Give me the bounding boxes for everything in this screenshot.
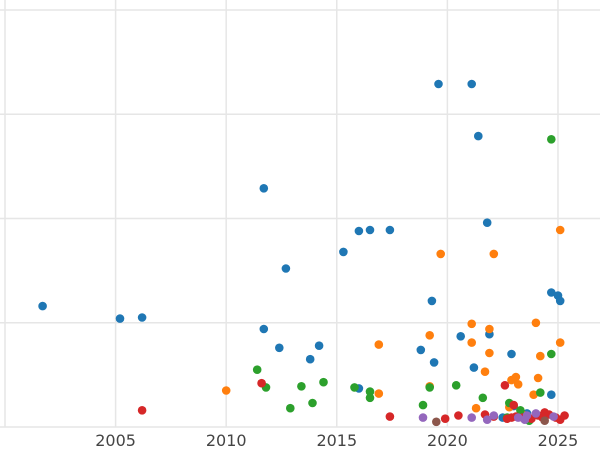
- data-point-orange: [467, 338, 477, 347]
- data-point-orange: [436, 249, 446, 259]
- data-point-blue: [354, 226, 364, 236]
- data-point-blue: [416, 345, 426, 355]
- data-point-orange: [513, 380, 523, 389]
- data-point-green: [547, 135, 556, 144]
- x-tick-label-2015: 2015: [316, 431, 357, 450]
- data-point-green: [252, 365, 262, 375]
- data-point-purple: [549, 412, 558, 421]
- x-tick-label-2010: 2010: [206, 431, 247, 450]
- data-point-orange: [531, 318, 541, 328]
- data-point-brown: [432, 417, 441, 427]
- data-point-green: [308, 398, 317, 408]
- data-point-green: [547, 349, 556, 359]
- data-point-purple: [482, 415, 492, 425]
- data-point-orange: [529, 390, 538, 400]
- data-point-green: [451, 381, 461, 390]
- data-point-green: [478, 393, 488, 403]
- data-point-blue: [115, 314, 125, 323]
- data-point-orange: [485, 324, 494, 334]
- data-point-blue: [547, 390, 556, 400]
- data-point-blue: [339, 247, 348, 257]
- data-point-blue: [469, 363, 479, 372]
- data-point-orange: [471, 403, 481, 413]
- data-point-red: [500, 381, 510, 390]
- data-point-red: [560, 411, 569, 420]
- data-point-blue: [137, 313, 147, 322]
- data-point-green: [297, 382, 306, 391]
- series-brown: [432, 416, 549, 427]
- points-layer: [38, 79, 569, 427]
- data-point-blue: [429, 358, 439, 367]
- data-point-red: [385, 412, 395, 421]
- data-point-blue: [281, 264, 291, 273]
- data-point-blue: [305, 354, 315, 364]
- data-point-purple: [520, 415, 530, 425]
- data-point-brown: [540, 416, 549, 426]
- data-point-orange: [425, 331, 435, 340]
- x-tick-label-2025: 2025: [538, 431, 579, 450]
- data-point-blue: [434, 79, 443, 89]
- data-point-purple: [489, 411, 499, 420]
- data-point-purple: [513, 413, 523, 422]
- data-point-blue: [259, 324, 269, 334]
- data-point-blue: [365, 225, 375, 235]
- data-point-green: [516, 406, 525, 415]
- x-tick-label-2020: 2020: [427, 431, 468, 450]
- data-point-green: [418, 400, 428, 410]
- data-point-blue: [275, 343, 284, 353]
- data-point-orange: [536, 351, 545, 361]
- data-point-red: [440, 414, 450, 424]
- data-point-green: [319, 377, 328, 387]
- series-purple: [418, 409, 558, 425]
- data-point-blue: [385, 225, 395, 235]
- data-point-green: [365, 387, 375, 396]
- data-point-red: [257, 378, 266, 388]
- data-point-blue: [555, 296, 565, 306]
- data-point-blue: [474, 131, 483, 141]
- data-point-blue: [507, 349, 516, 359]
- data-point-orange: [374, 389, 384, 398]
- data-point-orange: [221, 386, 231, 395]
- data-point-red: [540, 408, 549, 417]
- data-point-blue: [427, 296, 437, 306]
- data-point-orange: [489, 249, 499, 259]
- data-point-green: [425, 383, 435, 392]
- data-point-red: [509, 400, 518, 410]
- data-point-purple: [531, 409, 541, 418]
- data-point-purple: [467, 413, 477, 422]
- data-point-blue: [482, 218, 492, 227]
- data-point-orange: [511, 372, 521, 382]
- x-tick-labels: 2005 2010 2015 2020 2025: [95, 431, 578, 450]
- data-point-blue: [456, 332, 466, 341]
- data-point-blue: [547, 288, 556, 297]
- data-point-orange: [480, 367, 490, 377]
- data-point-orange: [467, 319, 477, 329]
- data-point-blue: [314, 341, 324, 351]
- data-point-blue: [38, 301, 47, 311]
- data-point-orange: [555, 225, 565, 235]
- data-point-green: [365, 393, 375, 403]
- data-point-red: [137, 406, 147, 415]
- data-point-blue: [259, 184, 269, 193]
- data-point-orange: [485, 348, 494, 358]
- grid-layer: [0, 0, 600, 428]
- data-point-blue: [467, 79, 477, 89]
- series-orange: [221, 225, 565, 419]
- data-point-orange: [533, 373, 543, 383]
- data-point-orange: [555, 338, 565, 347]
- data-point-red: [454, 411, 463, 420]
- data-point-green: [286, 403, 295, 413]
- data-point-green: [536, 388, 545, 397]
- x-tick-label-2005: 2005: [95, 431, 136, 450]
- data-point-purple: [418, 413, 428, 422]
- data-point-orange: [374, 340, 384, 349]
- data-point-green: [350, 383, 359, 392]
